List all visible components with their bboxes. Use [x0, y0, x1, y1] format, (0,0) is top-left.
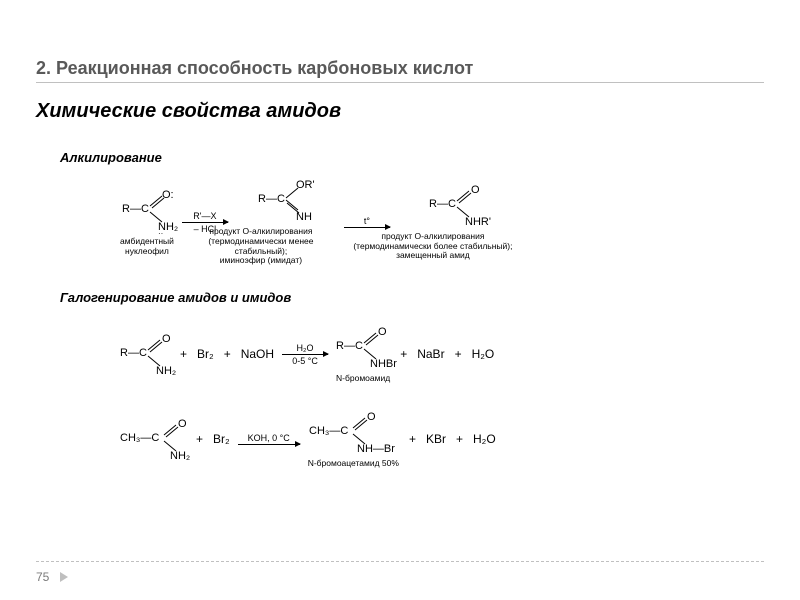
svg-text:OR': OR' — [296, 179, 315, 191]
svg-text:O: O — [367, 411, 376, 423]
alkylation-start-structure: R—C O: NH₂ ·· амбидентныйнуклеофил — [120, 188, 174, 257]
byproduct-kbr: KBr — [426, 432, 446, 446]
halogenation2-product: CH₃—C O NH—Br N-бромоацетамид 50% — [308, 410, 399, 469]
halogenation-row-1: R—C O NH₂ + Br₂ + NaOH H₂O 0-5 °C R—C O … — [120, 325, 494, 384]
alkylation-product-structure: R—C O NHR' продукт O-алкилирования(термо… — [398, 183, 518, 261]
svg-text:O: O — [178, 418, 187, 430]
svg-text:NHR': NHR' — [465, 216, 491, 228]
byproduct-nabr: NaBr — [417, 347, 444, 361]
svg-text:R—C: R—C — [120, 347, 147, 359]
plus-sign: + — [222, 347, 233, 361]
reagent-naoh: NaOH — [241, 347, 274, 361]
alkylation-start-caption: амбидентныйнуклеофил — [120, 237, 174, 257]
halogenation2-product-caption: N-бромоацетамид 50% — [308, 459, 399, 469]
svg-text:NH: NH — [296, 211, 312, 223]
svg-text:NHBr: NHBr — [370, 358, 397, 370]
page-number: 75 — [36, 570, 49, 584]
arrow-below: 0-5 °C — [292, 356, 318, 366]
atom-text: O: — [162, 189, 174, 201]
plus-sign: + — [454, 432, 465, 446]
halogenation1-product: R—C O NHBr N-бромоамид — [336, 325, 390, 384]
plus-sign: + — [407, 432, 418, 446]
svg-text:O: O — [162, 333, 171, 345]
svg-text:CH₃—C: CH₃—C — [309, 425, 348, 437]
plus-sign: + — [398, 347, 409, 361]
halogenation1-arrow: H₂O 0-5 °C — [282, 343, 328, 366]
halogenation2-start: CH₃—C O NH₂ — [120, 417, 186, 462]
arrow-above: t° — [364, 216, 370, 226]
reagent-br2: Br₂ — [197, 347, 214, 361]
svg-text:R—C: R—C — [258, 193, 285, 205]
halogenation1-start: R—C O NH₂ — [120, 332, 170, 377]
section-alkylation-label: Алкилирование — [60, 150, 162, 165]
section-halogenation-label: Галогенирование амидов и имидов — [60, 290, 291, 305]
alkylation-product-caption: продукт O-алкилирования(термодинамически… — [348, 232, 518, 261]
page-arrow-icon — [60, 572, 68, 582]
svg-text:R—C: R—C — [429, 198, 456, 210]
plus-sign: + — [194, 432, 205, 446]
halogenation-row-2: CH₃—C O NH₂ + Br₂ KOH, 0 °C CH₃—C O NH—B… — [120, 410, 496, 469]
atom-text: R—C — [122, 203, 149, 215]
subtitle: Химические свойства амидов — [36, 100, 341, 123]
horizontal-rule-top — [36, 82, 764, 83]
byproduct-h2o: H₂O — [473, 432, 496, 446]
svg-text:CH₃—C: CH₃—C — [120, 432, 159, 444]
alkylation-intermediate-caption: продукт O-алкилирования(термодинамически… — [186, 227, 336, 266]
arrow-above: KOH, 0 °C — [248, 433, 290, 443]
reagent-br2: Br₂ — [213, 432, 230, 446]
svg-text:O: O — [378, 326, 387, 338]
svg-text:R—C: R—C — [336, 340, 363, 352]
svg-text:NH₂: NH₂ — [156, 365, 176, 377]
arrow-above: H₂O — [297, 343, 314, 353]
svg-text:O: O — [471, 184, 480, 196]
page-title: 2. Реакционная способность карбоновых ки… — [36, 58, 473, 79]
plus-sign: + — [178, 347, 189, 361]
alkylation-arrow-2: t° — [344, 216, 390, 229]
svg-text:NH—Br: NH—Br — [357, 443, 395, 455]
plus-sign: + — [453, 347, 464, 361]
halogenation1-product-caption: N-бромоамид — [336, 374, 390, 384]
byproduct-h2o: H₂O — [472, 347, 495, 361]
arrow-above: R'—X — [193, 211, 216, 221]
halogenation2-arrow: KOH, 0 °C — [238, 433, 300, 446]
alkylation-intermediate-structure: R—C OR' NH продукт O-алкилирования(термо… — [236, 178, 336, 266]
svg-text:NH₂: NH₂ — [170, 450, 190, 462]
alkylation-reaction: R—C O: NH₂ ·· амбидентныйнуклеофил R'—X … — [120, 178, 518, 266]
horizontal-rule-bottom — [36, 561, 764, 562]
